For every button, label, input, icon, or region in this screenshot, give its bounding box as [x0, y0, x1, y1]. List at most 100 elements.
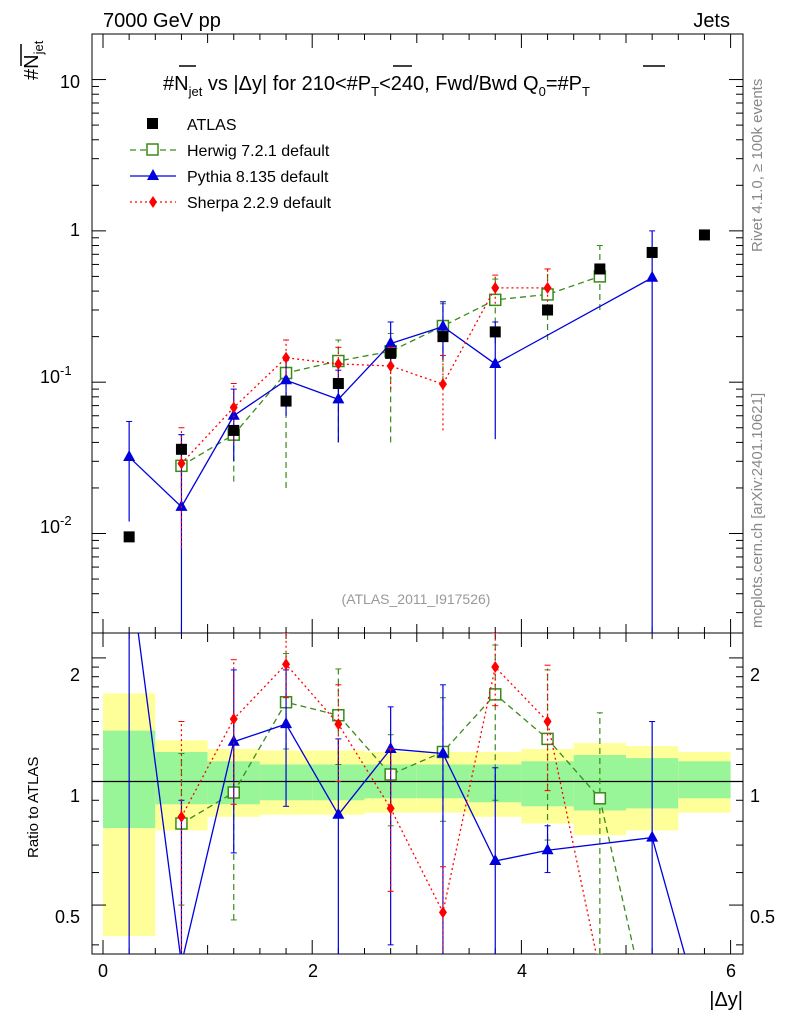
x-tick-label-4: 4	[517, 961, 527, 981]
side-label-bottom: mcplots.cern.ch [arXiv:2401.10621]	[749, 393, 766, 628]
legend: ATLAS Herwig 7.2.1 default Pythia 8.135 …	[130, 117, 332, 212]
atlas-point	[646, 246, 658, 258]
sherpa-point	[543, 281, 552, 294]
x-tick-labels: 0 2 4 6	[98, 961, 736, 981]
sherpa-ratio-point	[177, 810, 186, 823]
pythia-point	[489, 356, 502, 368]
sherpa-point	[386, 359, 395, 372]
ratio-bands	[92, 693, 743, 937]
atlas-point	[123, 531, 135, 543]
side-label-top: Rivet 4.1.0, ≥ 100k events	[749, 79, 766, 252]
legend-label-atlas: ATLAS	[187, 117, 237, 134]
pythia-point	[175, 499, 188, 511]
x-tick-label-0: 0	[98, 961, 108, 981]
herwig-ratio-point	[593, 792, 607, 805]
sherpa-point	[177, 457, 186, 470]
atlas-point	[489, 326, 501, 338]
ratio-tick-labels: 2 1 0.5 2 1 0.5	[55, 665, 775, 927]
sherpa-line	[180, 287, 548, 464]
sherpa-point	[491, 281, 500, 294]
pythia-point	[646, 270, 659, 282]
pythia-ratio-point	[683, 962, 695, 973]
ratio-y-axis-title: Ratio to ATLAS	[25, 757, 42, 858]
pythia-point	[227, 408, 240, 420]
sherpa-ratio-point	[386, 802, 395, 815]
y-axis-title: #Njet	[20, 40, 46, 80]
sherpa-series	[177, 268, 552, 549]
pythia-point	[280, 373, 293, 385]
pythia-ratio-point	[123, 556, 135, 567]
sherpa-ratio-point	[543, 715, 552, 728]
herwig-ratio-line	[181, 693, 636, 954]
pythia-point	[436, 319, 449, 331]
pythia-ratio-point	[332, 807, 345, 819]
chart-title: #Njet vs |Δy| for 210<#PT<240, Fwd/Bwd Q…	[163, 73, 590, 99]
atlas-point	[175, 443, 187, 455]
sherpa-ratio-line	[180, 663, 597, 954]
pythia-ratio-point	[489, 854, 502, 866]
atlas-point	[542, 304, 554, 316]
legend-label-pythia: Pythia 8.135 default	[187, 169, 329, 186]
y-tick-label-0.01: 10-2	[40, 513, 72, 537]
atlas-point	[228, 424, 240, 436]
sherpa-ratio-series	[177, 633, 597, 954]
pythia-ratio-point	[541, 843, 554, 855]
legend-marker-herwig	[146, 143, 159, 156]
legend-marker-sherpa	[149, 196, 157, 208]
pythia-ratio-point	[175, 957, 187, 968]
pythia-ratio-point	[436, 746, 449, 758]
pythia-point	[384, 336, 397, 348]
green-band-bin	[678, 761, 731, 799]
analysis-id: (ATLAS_2011_I917526)	[342, 591, 491, 607]
x-tick-label-6: 6	[726, 961, 736, 981]
sherpa-point	[282, 351, 291, 364]
sherpa-ratio-point	[229, 712, 238, 725]
ratio-tick-label-1-left: 1	[70, 786, 80, 806]
pythia-ratio-point	[227, 734, 240, 746]
pythia-series	[123, 230, 659, 633]
ratio-series	[123, 556, 695, 973]
ratio-tick-label-2-right: 2	[750, 665, 760, 685]
y-tick-labels-main: 10 1 10-1 10-2	[40, 72, 80, 537]
sherpa-point	[334, 357, 343, 370]
sherpa-ratio-point	[438, 906, 447, 919]
atlas-point	[332, 378, 344, 390]
ratio-tick-label-05-right: 0.5	[750, 907, 775, 927]
ratio-tick-label-2-left: 2	[70, 665, 80, 685]
pythia-ratio-point	[384, 741, 397, 753]
main-series	[123, 229, 710, 633]
pythia-ratio-point	[646, 830, 659, 842]
sherpa-point	[229, 401, 238, 414]
atlas-point	[698, 229, 710, 241]
x-axis-title: |Δy|	[709, 989, 743, 1011]
pythia-ratio-point	[280, 717, 293, 729]
sherpa-point	[438, 378, 447, 391]
herwig-point	[489, 293, 502, 307]
svg-text:#Njet: #Njet	[21, 40, 46, 80]
legend-marker-atlas	[147, 118, 158, 129]
header-left: 7000 GeV pp	[103, 10, 221, 32]
herwig-line	[181, 275, 601, 467]
legend-marker-pythia	[147, 169, 159, 180]
legend-label-herwig: Herwig 7.2.1 default	[187, 143, 330, 160]
ratio-tick-label-1-right: 1	[750, 786, 760, 806]
ratio-tick-label-05-left: 0.5	[55, 907, 80, 927]
y-tick-label-0.1: 10-1	[40, 363, 72, 387]
ratio-axes	[92, 657, 743, 946]
atlas-point	[280, 395, 292, 407]
pythia-point	[332, 392, 345, 404]
atlas-series	[123, 229, 710, 543]
header-right: Jets	[693, 10, 730, 32]
atlas-point	[594, 263, 606, 275]
atlas-point	[385, 347, 397, 359]
pythia-point	[123, 450, 136, 462]
x-tick-label-2: 2	[308, 961, 318, 981]
atlas-point	[437, 331, 449, 343]
y-tick-label-1: 1	[70, 220, 80, 240]
sherpa-ratio-point	[491, 661, 500, 674]
y-axis-title-main: #N	[21, 54, 43, 80]
y-axis-title-sub: jet	[31, 40, 46, 55]
main-axes	[92, 33, 743, 954]
sherpa-ratio-point	[334, 718, 343, 731]
